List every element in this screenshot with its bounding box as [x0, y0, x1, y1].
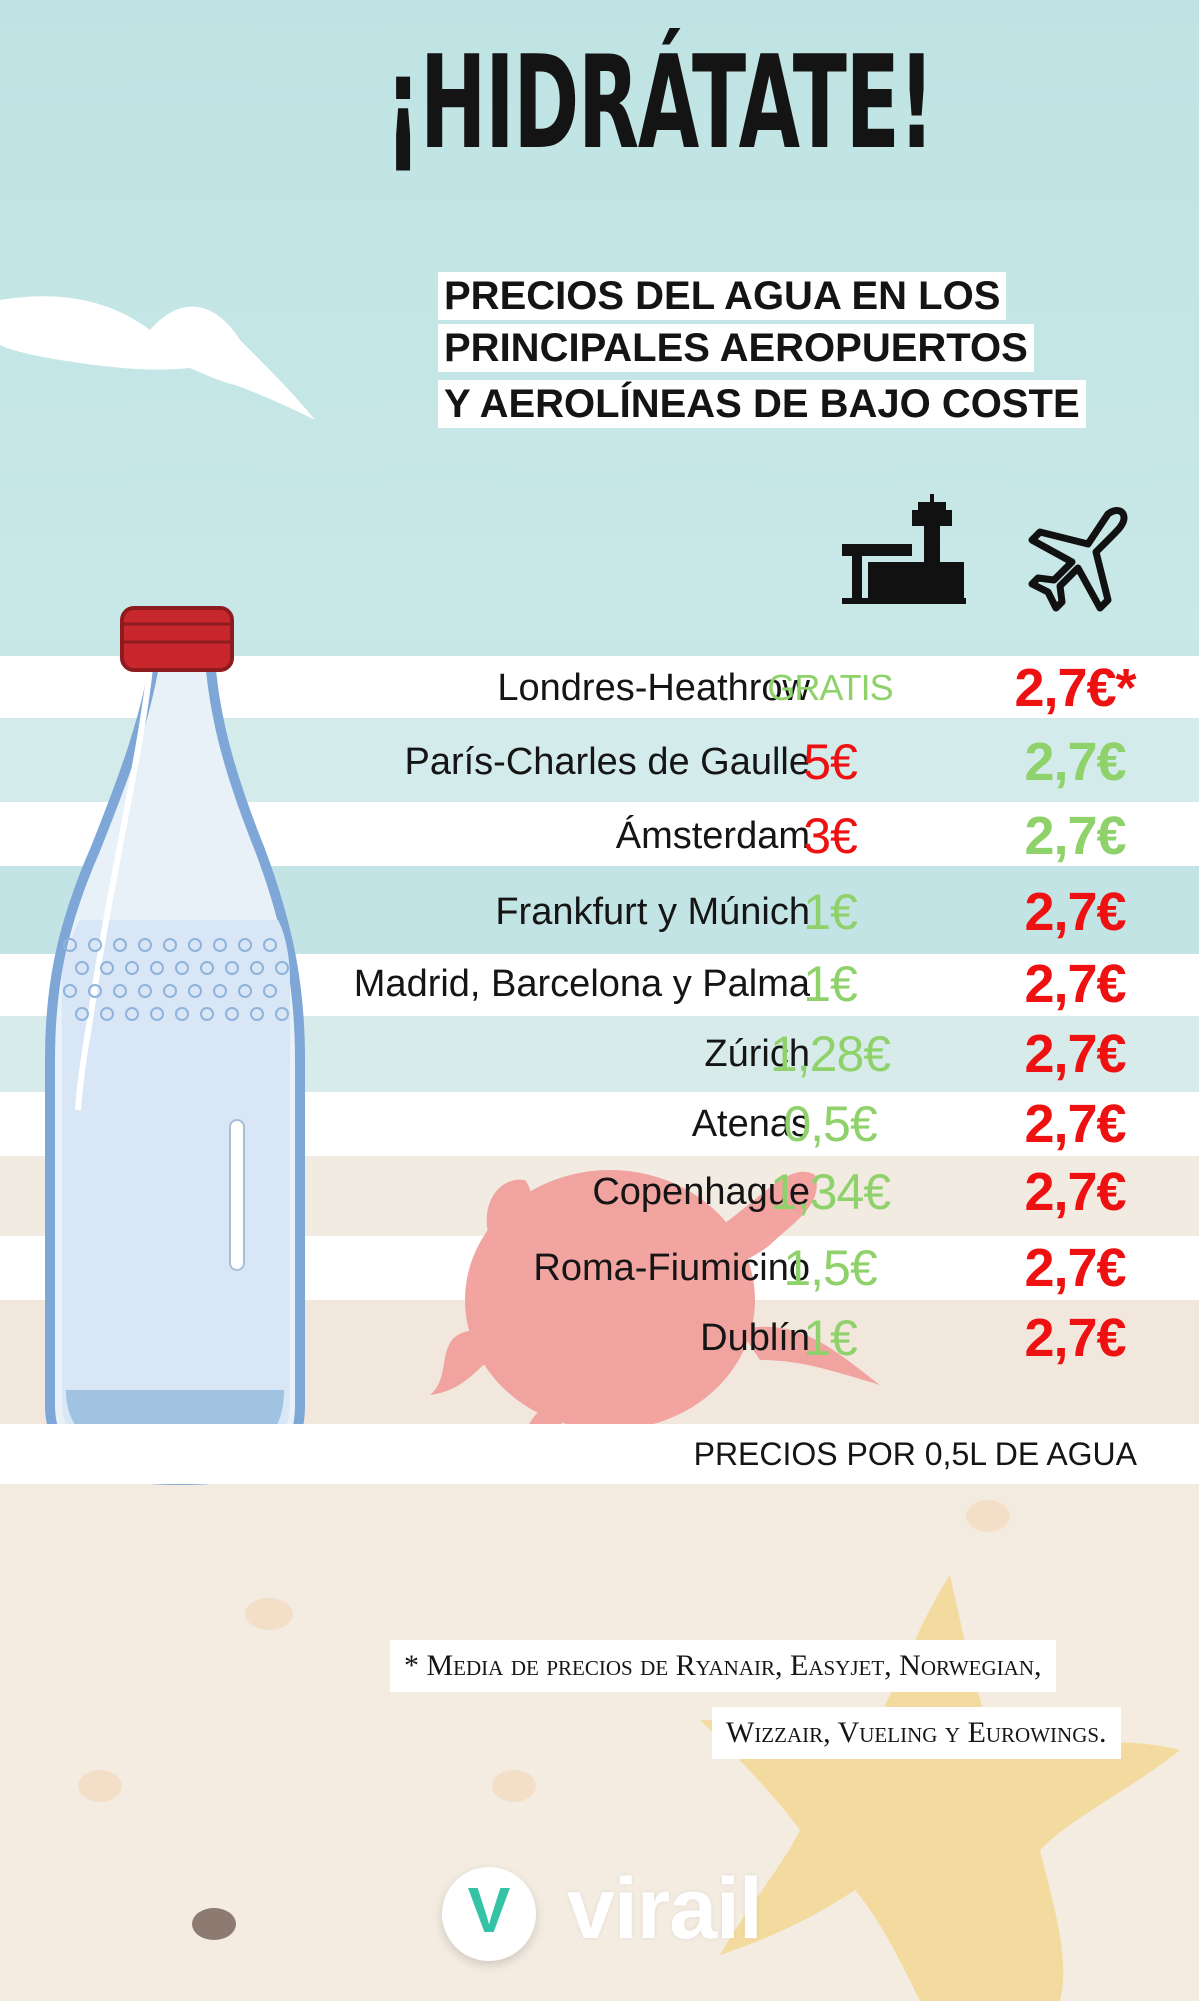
airport-name: Atenas: [691, 1103, 810, 1145]
airport-price: 0,5€: [783, 1096, 877, 1152]
table-row: Dublín 1€ 2,7€: [0, 1306, 1199, 1370]
airport-name: Zúrich: [704, 1033, 810, 1075]
airport-price: 1,34€: [769, 1164, 891, 1220]
subtitle-line-3: Y AEROLÍNEAS DE BAJO COSTE: [438, 380, 1086, 428]
airplane-icon: [1028, 507, 1128, 612]
airport-name: Madrid, Barcelona y Palma: [353, 963, 810, 1005]
brand-name: virail: [567, 1861, 763, 1957]
footnote-line-1: * Media de precios de Ryanair, Easyjet, …: [390, 1640, 1056, 1692]
table-row: Madrid, Barcelona y Palma 1€ 2,7€: [0, 952, 1199, 1016]
airline-price: 2,7€*: [1014, 658, 1136, 718]
pebble: [966, 1500, 1010, 1532]
logo-letter: V: [467, 1874, 511, 1946]
airline-price: 2,7€: [1024, 1308, 1126, 1368]
table-row: Londres-Heathrow GRATIS 2,7€*: [0, 656, 1199, 720]
table-row: Copenhague 1,34€ 2,7€: [0, 1160, 1199, 1224]
virail-logo: V: [442, 1867, 536, 1961]
pebble: [245, 1598, 293, 1630]
footnote-line-2: Wizzair, Vueling y Eurowings.: [712, 1707, 1121, 1759]
airline-price: 2,7€: [1024, 1238, 1126, 1298]
airport-name: Frankfurt y Múnich: [495, 891, 810, 933]
airport-price: 1€: [803, 1310, 858, 1366]
subtitle-line-2: PRINCIPALES AEROPUERTOS: [438, 324, 1034, 372]
airport-name: Londres-Heathrow: [497, 667, 810, 709]
starfish-shape: [700, 1575, 1180, 2001]
table-row: Frankfurt y Múnich 1€ 2,7€: [0, 880, 1199, 944]
airport-price: 1,28€: [769, 1026, 891, 1082]
airport-name: Copenhague: [592, 1171, 810, 1213]
seagull-shape: [0, 296, 315, 420]
airline-price: 2,7€: [1024, 1024, 1126, 1084]
table-row: Roma-Fiumicino 1,5€ 2,7€: [0, 1236, 1199, 1300]
subtitle-line-1: PRECIOS DEL AGUA EN LOS: [438, 272, 1007, 320]
airport-price: 5€: [803, 734, 858, 790]
airline-price: 2,7€: [1024, 1094, 1126, 1154]
airport-price: 3€: [803, 808, 858, 864]
pebble: [492, 1770, 536, 1802]
footer-band: [0, 1424, 1199, 1484]
bottle-highlight: [229, 1119, 245, 1271]
airport-terminal-icon: [842, 494, 966, 604]
bottle-bubbles: [63, 938, 289, 1021]
airport-price: GRATIS: [767, 667, 893, 708]
price-unit-note: PRECIOS POR 0,5L DE AGUA: [693, 1436, 1137, 1472]
pebble: [192, 1908, 236, 1940]
airline-price: 2,7€: [1024, 1162, 1126, 1222]
table-row: Ámsterdam 3€ 2,7€: [0, 804, 1199, 868]
airline-price: 2,7€: [1024, 806, 1126, 866]
airport-name: Dublín: [700, 1317, 810, 1359]
airport-name: Ámsterdam: [615, 815, 810, 857]
table-row: Atenas 0,5€ 2,7€: [0, 1092, 1199, 1156]
page-title: ¡HIDRÁTATE!: [385, 29, 935, 178]
bottle-water: [62, 920, 290, 1468]
airline-price: 2,7€: [1024, 954, 1126, 1014]
table-row: Zúrich 1,28€ 2,7€: [0, 1022, 1199, 1086]
airport-name: París-Charles de Gaulle: [404, 741, 810, 783]
airline-price: 2,7€: [1024, 732, 1126, 792]
pebble: [78, 1770, 122, 1802]
airport-price: 1€: [803, 956, 858, 1012]
airport-name: Roma-Fiumicino: [533, 1247, 810, 1289]
table-row: París-Charles de Gaulle 5€ 2,7€: [0, 730, 1199, 794]
airline-price: 2,7€: [1024, 882, 1126, 942]
airport-price: 1,5€: [783, 1240, 877, 1296]
airport-price: 1€: [803, 884, 858, 940]
